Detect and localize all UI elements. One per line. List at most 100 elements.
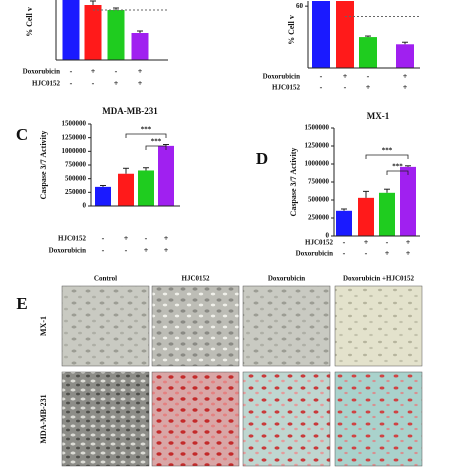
significance-label: *** xyxy=(151,138,162,146)
y-tick-label: 1250000 xyxy=(305,142,330,150)
bar xyxy=(400,166,416,236)
error-bar xyxy=(402,41,408,45)
treatment-sign: - xyxy=(70,67,73,76)
column-header: Doxorubicin xyxy=(268,275,305,283)
error-bar xyxy=(113,7,119,10)
bar xyxy=(118,173,134,206)
y-axis-label: Caspase 3/7 Activity xyxy=(289,148,298,217)
y-axis-label: % Cell v xyxy=(25,7,34,37)
y-tick-label: 0 xyxy=(326,232,330,240)
panel-letter: D xyxy=(256,149,268,168)
treatment-label: HJC0152 xyxy=(272,84,301,92)
significance-label: *** xyxy=(392,163,403,171)
error-bar xyxy=(405,165,411,167)
treatment-sign: + xyxy=(164,234,169,243)
treatment-sign: + xyxy=(124,234,129,243)
y-tick-label: 1000000 xyxy=(62,147,87,155)
treatment-sign: - xyxy=(92,79,95,88)
bar xyxy=(138,170,154,206)
error-bar xyxy=(384,188,390,193)
treatment-sign: + xyxy=(91,67,96,76)
plot-area xyxy=(312,1,414,69)
treatment-label: Doxorubicin xyxy=(49,247,86,255)
bar xyxy=(336,210,352,236)
treatment-sign: - xyxy=(70,79,73,88)
bar xyxy=(62,0,80,60)
bar xyxy=(312,1,330,68)
treatment-sign: + xyxy=(343,72,348,81)
error-bar xyxy=(123,167,129,174)
micrograph xyxy=(334,285,423,367)
treatment-sign: + xyxy=(403,72,408,81)
y-tick-label: 750000 xyxy=(65,161,87,169)
treatment-label: HJC0152 xyxy=(58,235,87,243)
micrograph xyxy=(242,371,331,467)
plot-area xyxy=(95,144,174,206)
error-bar xyxy=(100,185,106,187)
significance-label: *** xyxy=(141,126,152,134)
treatment-sign: - xyxy=(102,234,105,243)
y-tick-label: 0 xyxy=(83,202,87,210)
y-tick-label: 750000 xyxy=(308,178,330,186)
treatment-sign: + xyxy=(164,246,169,255)
micrograph xyxy=(61,285,150,367)
bar xyxy=(359,37,377,68)
treatment-sign: - xyxy=(344,83,347,92)
bar xyxy=(107,10,125,60)
bar xyxy=(396,44,414,68)
treatment-sign: - xyxy=(125,246,128,255)
bar xyxy=(379,192,395,236)
micrograph xyxy=(334,371,423,467)
treatment-sign: - xyxy=(115,67,118,76)
significance-bracket xyxy=(145,145,167,150)
treatment-sign: + xyxy=(144,246,149,255)
significance-label: *** xyxy=(382,147,393,155)
treatment-sign: + xyxy=(364,238,369,247)
y-axis-label: Caspase 3/7 Activity xyxy=(39,131,48,200)
y-tick-label: 1500000 xyxy=(305,124,330,132)
treatment-label: Doxorubicin xyxy=(23,68,60,76)
treatment-sign: - xyxy=(365,249,368,258)
y-axis-label: % Cell v xyxy=(287,15,296,45)
panel-letter: C xyxy=(16,125,28,144)
panel-letter: E xyxy=(16,294,27,313)
y-tick-label: 1000000 xyxy=(305,160,330,168)
bar xyxy=(95,186,111,206)
y-tick-label: 1250000 xyxy=(62,133,87,141)
treatment-label: HJC0152 xyxy=(32,80,61,88)
plot-area xyxy=(336,165,416,236)
treatment-label: Doxorubicin xyxy=(296,250,333,258)
bar xyxy=(131,33,149,60)
treatment-sign: - xyxy=(343,249,346,258)
column-header: Control xyxy=(94,275,117,283)
column-header: Doxorubicin +HJC0152 xyxy=(343,275,415,283)
treatment-sign: - xyxy=(320,72,323,81)
chart-title: MDA-MB-231 xyxy=(102,106,158,116)
treatment-sign: + xyxy=(114,79,119,88)
treatment-sign: + xyxy=(406,249,411,258)
treatment-sign: + xyxy=(403,83,408,92)
error-bar xyxy=(143,167,149,171)
row-label: MX-1 xyxy=(39,316,48,336)
y-tick-label: 250000 xyxy=(65,188,87,196)
y-tick-label: 500000 xyxy=(65,174,87,182)
micrograph xyxy=(242,285,331,367)
treatment-sign: - xyxy=(367,72,370,81)
error-bar xyxy=(90,0,96,5)
treatment-sign: + xyxy=(406,238,411,247)
plot-area xyxy=(62,0,149,60)
micrograph xyxy=(151,285,240,367)
treatment-sign: + xyxy=(138,67,143,76)
micrograph xyxy=(61,371,150,467)
y-tick-label: 1500000 xyxy=(62,120,87,128)
treatment-sign: - xyxy=(343,238,346,247)
column-header: HJC0152 xyxy=(182,275,211,283)
bar xyxy=(158,145,174,206)
error-bar xyxy=(341,208,347,211)
treatment-label: Doxorubicin xyxy=(263,73,300,81)
treatment-sign: - xyxy=(145,234,148,243)
treatment-sign: + xyxy=(138,79,143,88)
treatment-sign: - xyxy=(320,83,323,92)
